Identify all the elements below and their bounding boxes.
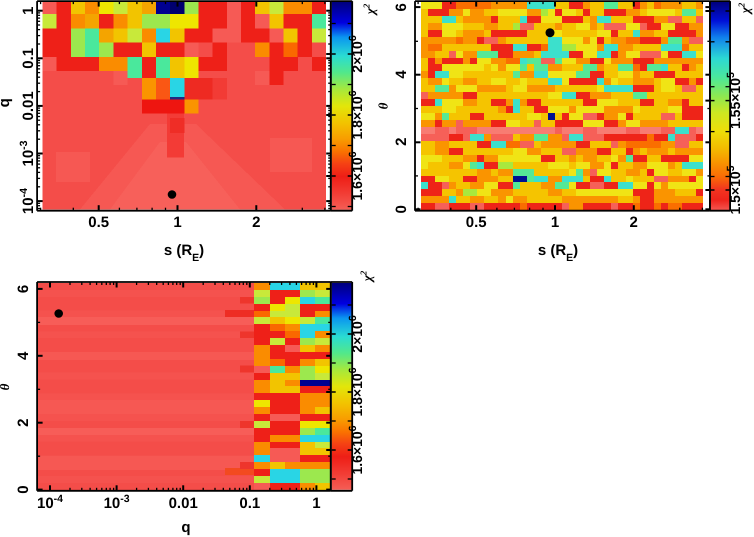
- svg-text:10-4: 10-4: [18, 188, 37, 214]
- svg-text:4: 4: [15, 351, 32, 360]
- svg-text:0.5: 0.5: [88, 214, 109, 231]
- svg-text:χ2: χ2: [362, 3, 378, 16]
- svg-text:2×106: 2×106: [347, 35, 365, 73]
- svg-text:6: 6: [15, 285, 32, 293]
- svg-text:1: 1: [20, 7, 37, 15]
- svg-text:1.6×106: 1.6×106: [347, 151, 365, 200]
- svg-text:θ: θ: [376, 102, 391, 109]
- svg-text:10-3: 10-3: [18, 140, 37, 166]
- svg-text:10-3: 10-3: [104, 493, 130, 512]
- svg-text:1.8×106: 1.8×106: [347, 367, 365, 416]
- svg-text:q: q: [181, 519, 190, 536]
- svg-text:1.55×105: 1.55×105: [725, 72, 743, 129]
- svg-text:4: 4: [393, 70, 410, 79]
- svg-text:6: 6: [393, 3, 410, 11]
- svg-text:0: 0: [15, 485, 32, 493]
- svg-text:0.01: 0.01: [20, 91, 37, 120]
- svg-text:0: 0: [393, 205, 410, 213]
- svg-text:10-4: 10-4: [37, 493, 63, 512]
- svg-text:1.5×105: 1.5×105: [725, 165, 743, 214]
- svg-text:q: q: [0, 98, 13, 107]
- svg-text:2: 2: [630, 214, 638, 231]
- svg-text:θ: θ: [0, 383, 12, 390]
- svg-text:2×106: 2×106: [347, 315, 365, 353]
- svg-text:1: 1: [173, 214, 181, 231]
- svg-text:s (RE): s (RE): [538, 242, 578, 264]
- svg-text:1.6×106: 1.6×106: [347, 425, 365, 474]
- svg-text:χ2: χ2: [737, 2, 753, 15]
- svg-text:0.1: 0.1: [239, 495, 260, 512]
- svg-text:0.01: 0.01: [169, 495, 198, 512]
- svg-text:s (RE): s (RE): [164, 242, 204, 264]
- svg-text:1: 1: [312, 495, 320, 512]
- svg-text:1: 1: [551, 214, 559, 231]
- svg-text:2: 2: [393, 138, 410, 146]
- svg-text:1.8×106: 1.8×106: [347, 90, 365, 139]
- svg-text:χ2: χ2: [359, 270, 375, 283]
- svg-text:2: 2: [252, 214, 260, 231]
- svg-text:2: 2: [15, 419, 32, 427]
- svg-text:0.1: 0.1: [20, 48, 37, 69]
- svg-text:0.5: 0.5: [466, 214, 487, 231]
